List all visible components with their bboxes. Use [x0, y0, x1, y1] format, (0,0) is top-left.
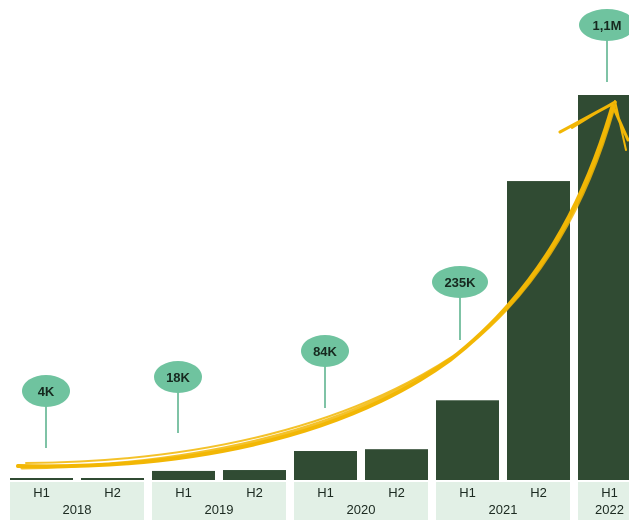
bar-h1-2022: [578, 95, 629, 480]
trend-arrow: [16, 100, 629, 470]
callout-value: 84K: [313, 344, 337, 359]
year-band-2021: [436, 482, 570, 520]
year-band-2022: [578, 482, 629, 520]
x-tick-label: H1: [601, 485, 618, 500]
bar-h2-2020: [365, 449, 428, 480]
callout-pill: [22, 375, 70, 407]
callout-pill: [579, 9, 629, 41]
callout-value: 18K: [166, 370, 190, 385]
trend-arrowhead-stroke: [614, 100, 627, 151]
bar-h2-2019: [223, 470, 286, 480]
year-label-2019: 2019: [205, 502, 234, 517]
x-axis: H1 H2 2018 H1 H2 2019 H1 H2 2020 H1 H2 2021 H1 2022: [10, 482, 629, 520]
callout-pill: [154, 361, 202, 393]
bar-h1-2019: [152, 470, 215, 480]
x-tick-label: H2: [104, 485, 121, 500]
year-band-2018: [10, 482, 144, 520]
x-tick-label: H1: [459, 485, 476, 500]
x-tick-label: H2: [530, 485, 547, 500]
x-tick-label: H1: [33, 485, 50, 500]
year-band-2020: [294, 482, 428, 520]
callout-pill: [301, 335, 349, 367]
callout-pill: [432, 266, 488, 298]
year-label-2022: 2022: [595, 502, 624, 517]
x-tick-label: H1: [317, 485, 334, 500]
bar-h1-2021: [436, 400, 499, 480]
x-tick-label: H2: [388, 485, 405, 500]
year-label-2018: 2018: [63, 502, 92, 517]
callout-18k: 18K: [154, 361, 202, 433]
callout-11m: 1,1M: [579, 9, 629, 82]
year-band-2019: [152, 482, 286, 520]
year-label-2020: 2020: [347, 502, 376, 517]
trend-arrowhead-stroke: [571, 101, 615, 129]
year-label-2021: 2021: [489, 502, 518, 517]
bar-h2-2018: [81, 478, 144, 480]
bar-h1-2018: [10, 478, 73, 480]
x-tick-label: H1: [175, 485, 192, 500]
trend-arrow-stroke: [25, 101, 617, 464]
callout-4k: 4K: [22, 375, 70, 448]
x-tick-label: H2: [246, 485, 263, 500]
callout-value: 1,1M: [593, 18, 622, 33]
bar-h1-2020: [294, 451, 357, 480]
callout-value: 4K: [38, 384, 55, 399]
bar-h2-2021: [507, 181, 570, 480]
callout-235k: 235K: [432, 266, 488, 340]
callout-84k: 84K: [301, 335, 349, 408]
callout-value: 235K: [444, 275, 476, 290]
callouts: 4K 18K 84K 235K 1,1M: [22, 9, 629, 448]
